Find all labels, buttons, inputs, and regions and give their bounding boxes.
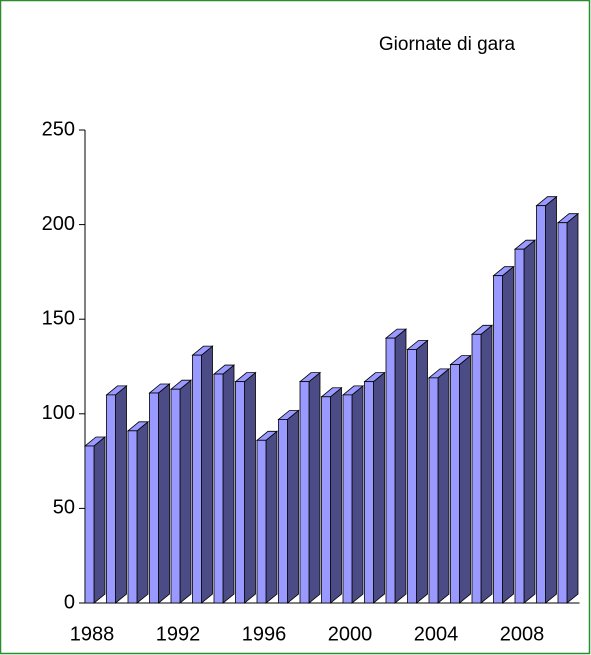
bar (278, 419, 288, 604)
bar (342, 394, 353, 604)
bar-side (373, 371, 385, 604)
bar-side (437, 368, 450, 604)
x-tick-label: 1992 (156, 623, 201, 645)
chart-title: Giornate di gara (379, 34, 516, 55)
bar-side (416, 339, 428, 604)
bar-side (308, 371, 321, 604)
bar-side (287, 409, 299, 604)
x-tick-label: 2004 (414, 623, 459, 645)
bar-side (201, 345, 213, 604)
bar-side (158, 383, 170, 604)
bar (213, 373, 224, 604)
bar (536, 205, 546, 604)
bar-side (93, 436, 106, 604)
bar-side (330, 386, 342, 604)
bar-side (179, 379, 192, 604)
bar-side (115, 385, 127, 604)
y-tick-label: 150 (42, 307, 75, 329)
x-tick-label: 1988 (70, 623, 115, 645)
bar (428, 377, 439, 604)
bar-side (545, 195, 557, 604)
bar-side (566, 212, 579, 604)
x-tick-label: 2008 (500, 623, 545, 645)
bar (127, 430, 138, 604)
bar (149, 392, 159, 604)
bar (235, 381, 245, 604)
bar (84, 445, 95, 604)
y-tick-label: 100 (42, 402, 75, 424)
bar-side (222, 364, 235, 604)
y-tick-label: 50 (53, 497, 75, 519)
y-tick-label: 250 (42, 118, 75, 140)
bar-side (265, 430, 278, 604)
bar (407, 349, 417, 604)
y-tick-label: 0 (64, 591, 75, 613)
y-tick-label: 200 (42, 213, 75, 235)
bar-side (351, 385, 364, 604)
bar (364, 381, 374, 604)
bar (385, 337, 396, 604)
bar (514, 248, 525, 604)
bar (321, 396, 331, 604)
bar-side (480, 324, 493, 604)
bar-side (459, 354, 471, 604)
bar (557, 222, 568, 604)
bar (471, 333, 482, 604)
bar-side (523, 239, 536, 604)
x-tick-label: 1996 (242, 623, 287, 645)
x-tick-label: 2000 (328, 623, 373, 645)
bar-side (244, 371, 256, 604)
bar (493, 275, 503, 604)
bar-side (502, 265, 514, 604)
bar (256, 439, 267, 604)
bar (106, 394, 116, 604)
bar-side (136, 420, 149, 604)
bar (170, 388, 181, 604)
bar (299, 381, 310, 604)
bar (450, 364, 460, 604)
bar (192, 354, 202, 604)
bar-side (394, 328, 407, 604)
